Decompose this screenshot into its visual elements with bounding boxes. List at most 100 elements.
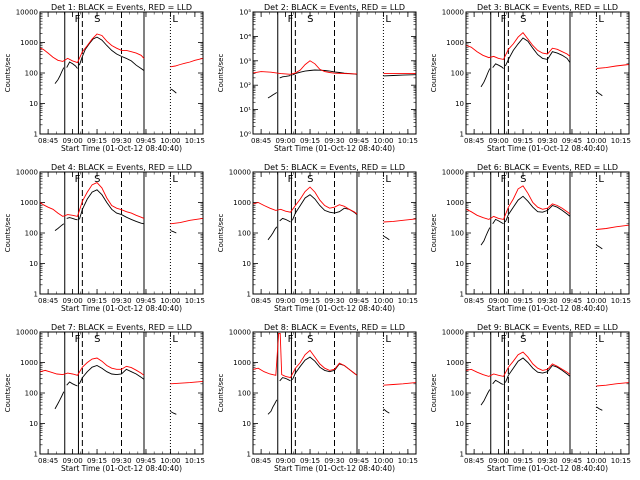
- x-tick-label: 09:30: [537, 457, 557, 465]
- x-tick-label: 09:45: [562, 137, 582, 145]
- x-tick-label: 10:15: [185, 297, 205, 305]
- y-axis-label: Counts/sec: [217, 54, 225, 93]
- x-tick-label: 08:45: [464, 137, 484, 145]
- y-tick-label: 10⁰: [239, 131, 251, 139]
- x-tick-label: 08:45: [38, 137, 58, 145]
- interval-flag-s: S: [307, 14, 313, 25]
- y-tick-label: 10: [455, 260, 464, 268]
- x-tick-label: 10:15: [611, 297, 631, 305]
- y-tick-label: 10: [242, 260, 251, 268]
- x-axis-label: Start Time (01-Oct-12 08:40:40): [487, 144, 608, 153]
- series-events-line: [383, 235, 390, 241]
- y-tick-label: 10000: [229, 329, 251, 337]
- y-tick-label: 1000: [233, 199, 251, 207]
- x-tick-label: 10:15: [398, 297, 418, 305]
- x-tick-label: 09:30: [111, 297, 131, 305]
- interval-flag-s: S: [94, 174, 100, 185]
- x-tick-label: 09:15: [300, 297, 320, 305]
- series-lld-line: [596, 64, 629, 69]
- x-tick-label: 10:00: [586, 457, 606, 465]
- series-lld-line: [253, 332, 358, 379]
- x-tick-label: 09:45: [136, 137, 156, 145]
- interval-flag-f: F: [75, 174, 81, 185]
- interval-flag-f: F: [75, 334, 81, 345]
- x-tick-label: 09:00: [62, 137, 82, 145]
- x-tick-label: 10:00: [373, 297, 393, 305]
- x-axis-label: Start Time (01-Oct-12 08:40:40): [61, 304, 182, 313]
- series-events-line: [383, 74, 416, 77]
- y-tick-label: 10: [29, 100, 38, 108]
- x-tick-label: 09:15: [513, 457, 533, 465]
- interval-flag-f: F: [75, 14, 81, 25]
- panel-title: Det 3: BLACK = Events, RED = LLD: [477, 3, 618, 12]
- y-axis-label: Counts/sec: [217, 374, 225, 413]
- series-lld-line: [466, 185, 571, 220]
- detector-panel-9: 1 10 100 1000 10000 08:45 09:00 09:15 09:30 09:45…: [430, 323, 631, 473]
- y-axis-label: Counts/sec: [4, 54, 12, 93]
- series-events-line: [78, 365, 145, 384]
- series-events-line: [480, 389, 491, 406]
- interval-flag-l: L: [385, 14, 391, 25]
- y-tick-label: 10000: [16, 329, 38, 337]
- series-events-line: [54, 391, 65, 410]
- x-tick-label: 10:00: [160, 137, 180, 145]
- series-lld-line: [40, 182, 145, 219]
- series-lld-line: [170, 380, 203, 385]
- panel-title: Det 5: BLACK = Events, RED = LLD: [264, 163, 405, 172]
- interval-flag-l: L: [385, 174, 391, 185]
- x-tick-label: 10:00: [586, 137, 606, 145]
- y-tick-label: 100: [238, 230, 251, 238]
- y-tick-label: 100: [25, 70, 38, 78]
- x-axis-label: Start Time (01-Oct-12 08:40:40): [274, 144, 395, 153]
- y-tick-label: 1000: [20, 199, 38, 207]
- series-lld-line: [170, 57, 203, 68]
- y-tick-label: 10000: [16, 9, 38, 17]
- detector-panel-6: 1 10 100 1000 10000 08:45 09:00 09:15 09:30 09:45…: [430, 163, 631, 313]
- x-tick-label: 10:15: [185, 137, 205, 145]
- y-axis-label: Counts/sec: [4, 374, 12, 413]
- x-tick-label: 09:45: [349, 137, 369, 145]
- y-tick-label: 1000: [20, 39, 38, 47]
- x-tick-label: 09:00: [275, 137, 295, 145]
- x-tick-label: 09:30: [111, 457, 131, 465]
- series-lld-line: [466, 32, 571, 60]
- interval-flag-f: F: [501, 14, 507, 25]
- series-events-line: [504, 357, 571, 383]
- series-events-line: [267, 92, 278, 99]
- x-tick-label: 08:45: [464, 457, 484, 465]
- interval-flag-f: F: [288, 14, 294, 25]
- x-tick-label: 09:30: [324, 297, 344, 305]
- series-events-line: [66, 61, 78, 69]
- y-tick-label: 10⁵: [239, 9, 251, 17]
- interval-flag-s: S: [307, 174, 313, 185]
- series-events-line: [54, 223, 65, 231]
- y-tick-label: 10000: [442, 169, 464, 177]
- interval-flag-s: S: [520, 14, 526, 25]
- detector-panel-1: 1 10 100 1000 10000 08:45 09:00 09:15 09:30 09:45…: [4, 3, 205, 153]
- x-tick-label: 09:15: [513, 137, 533, 145]
- series-events-line: [267, 226, 278, 241]
- series-events-line: [267, 399, 278, 415]
- interval-flag-l: L: [172, 174, 178, 185]
- series-events-line: [504, 37, 571, 67]
- y-tick-label: 10000: [229, 169, 251, 177]
- x-axis-label: Start Time (01-Oct-12 08:40:40): [487, 304, 608, 313]
- x-tick-label: 09:00: [488, 457, 508, 465]
- interval-flag-s: S: [94, 334, 100, 345]
- y-axis-label: Counts/sec: [430, 214, 438, 253]
- y-tick-label: 10³: [239, 57, 251, 65]
- y-axis-label: Counts/sec: [430, 374, 438, 413]
- series-events-line: [596, 244, 603, 250]
- series-lld-line: [253, 186, 358, 215]
- series-lld-line: [383, 218, 416, 223]
- x-tick-label: 09:00: [488, 297, 508, 305]
- x-tick-label: 10:00: [586, 297, 606, 305]
- y-tick-label: 1: [247, 291, 251, 299]
- series-events-line: [170, 230, 177, 234]
- series-events-line: [596, 406, 603, 411]
- series-events-line: [480, 68, 491, 88]
- y-tick-label: 1: [460, 291, 464, 299]
- series-events-line: [78, 36, 145, 71]
- x-tick-label: 10:00: [160, 457, 180, 465]
